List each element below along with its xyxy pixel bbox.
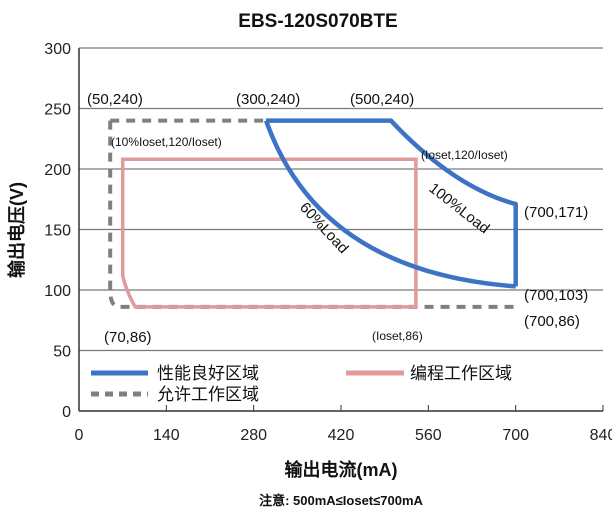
x-tick-140: 140 — [153, 427, 180, 444]
y-tick-250: 250 — [44, 102, 71, 119]
legend-label-good: 性能良好区域 — [157, 364, 259, 383]
series-programmable-region — [120, 157, 418, 309]
y-tick-300: 300 — [44, 41, 71, 58]
y-tick-200: 200 — [44, 162, 71, 179]
footnote: 注意: 500mA≤Ioset≤700mA — [259, 493, 423, 508]
series-good-performance-region — [263, 118, 518, 289]
legend-label-programmable: 编程工作区域 — [410, 364, 512, 383]
x-tick-280: 280 — [240, 427, 267, 444]
y-tick-labels: 0 50 100 150 200 250 300 — [44, 41, 71, 421]
annotation-700-171: (700,171) — [524, 204, 588, 221]
annotation-10pct-ioset: (10%Ioset,120/Ioset) — [111, 135, 222, 149]
y-tick-50: 50 — [53, 344, 71, 361]
y-axis-label: 输出电压(V) — [6, 182, 27, 278]
x-tick-0: 0 — [75, 427, 84, 444]
annotation-300-240: (300,240) — [236, 91, 300, 108]
x-tick-560: 560 — [415, 427, 442, 444]
legend-label-allowed: 允许工作区域 — [157, 385, 259, 404]
x-tick-700: 700 — [502, 427, 529, 444]
x-axis-label: 输出电流(mA) — [285, 459, 398, 480]
annotation-500-240: (500,240) — [350, 91, 414, 108]
x-tick-420: 420 — [328, 427, 355, 444]
curve-label-100-load: 100%Load — [426, 180, 493, 238]
x-tick-840: 840 — [590, 427, 612, 444]
annotation-ioset-120: (Ioset,120/Ioset) — [421, 148, 508, 162]
chart-title: EBS-120S070BTE — [238, 11, 397, 32]
y-tick-0: 0 — [62, 404, 71, 421]
y-tick-150: 150 — [44, 223, 71, 240]
annotation-700-86: (700,86) — [524, 313, 580, 330]
annotation-ioset-86: (Ioset,86) — [372, 329, 423, 343]
x-tick-labels: 0 140 280 420 560 700 840 — [75, 405, 612, 444]
legend: 性能良好区域 编程工作区域 允许工作区域 — [91, 364, 512, 404]
annotation-50-240: (50,240) — [87, 91, 143, 108]
series-allowed-region — [108, 118, 516, 309]
y-tick-100: 100 — [44, 283, 71, 300]
annotation-70-86: (70,86) — [104, 329, 152, 346]
annotation-700-103: (700,103) — [524, 287, 588, 304]
